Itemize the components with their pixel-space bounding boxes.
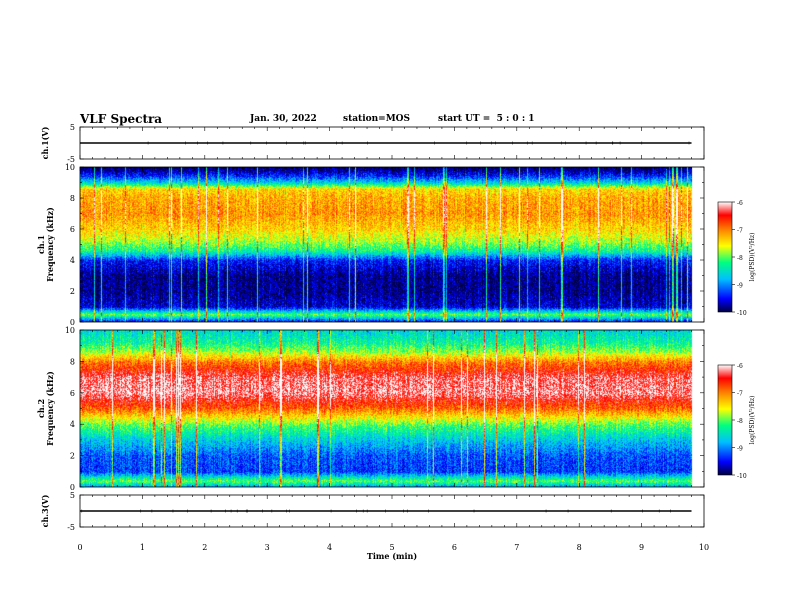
date-label: Jan. 30, 2022 bbox=[250, 114, 317, 124]
ch1-spectrogram-image bbox=[80, 167, 704, 322]
ch2-spectrogram-colorbar bbox=[717, 364, 733, 476]
x-tick-label: 2 bbox=[202, 543, 207, 552]
x-tick-label: 9 bbox=[639, 543, 644, 552]
ch1-spectrogram-y-label: ch.1 bbox=[36, 235, 46, 254]
ch2-spectrogram-y-tick: 10 bbox=[65, 326, 75, 335]
x-tick-label: 5 bbox=[389, 543, 394, 552]
ch1-spectrogram-y-tick: 0 bbox=[70, 318, 75, 327]
ch1-spectrogram-colorbar bbox=[717, 201, 733, 313]
ch1-spectrogram-y-tick: 6 bbox=[70, 225, 75, 234]
ch2-spectrogram-colorbar-tick: -7 bbox=[737, 391, 743, 398]
x-tick-label: 7 bbox=[514, 543, 519, 552]
ch3-waveform-y-label: ch.3(V) bbox=[40, 494, 50, 527]
x-tick-label: 6 bbox=[452, 543, 457, 552]
ch2-spectrogram-y-tick: 8 bbox=[70, 357, 75, 366]
ch1-spectrogram-y-label: Frequency (kHz) bbox=[45, 207, 55, 282]
ch1-spectrogram-y-tick: 8 bbox=[70, 194, 75, 203]
x-tick-label: 8 bbox=[577, 543, 582, 552]
ch2-spectrogram-colorbar-label: log(PSD)(V²/Hz) bbox=[749, 396, 756, 445]
ch1-spectrogram-colorbar-tick: -10 bbox=[737, 310, 747, 317]
ch1-waveform-y-tick: -5 bbox=[67, 155, 75, 164]
ch2-spectrogram-y-tick: 2 bbox=[70, 452, 75, 461]
ch1-spectrogram-colorbar-tick: -7 bbox=[737, 228, 743, 235]
x-tick-label: 10 bbox=[699, 543, 709, 552]
figure-title: VLF Spectra bbox=[80, 112, 163, 126]
x-tick-label: 0 bbox=[77, 543, 82, 552]
ch2-spectrogram-y-tick: 0 bbox=[70, 483, 75, 492]
ch3-waveform-y-tick: 5 bbox=[70, 491, 75, 500]
ch1-spectrogram-colorbar-tick: -9 bbox=[737, 283, 743, 290]
ch1-spectrogram-colorbar-tick: -8 bbox=[737, 255, 743, 262]
ch1-spectrogram-colorbar-tick: -6 bbox=[737, 200, 743, 207]
ch1-spectrogram-colorbar-label: log(PSD)(V²/Hz) bbox=[749, 233, 756, 282]
ch2-spectrogram-y-tick: 4 bbox=[70, 420, 75, 429]
station-label: station=MOS bbox=[343, 114, 411, 124]
ch2-spectrogram-y-tick: 6 bbox=[70, 389, 75, 398]
x-axis-label: Time (min) bbox=[367, 551, 417, 561]
start-time-label: start UT = 5 : 0 : 1 bbox=[438, 114, 535, 124]
ch2-spectrogram-colorbar-tick: -8 bbox=[737, 418, 743, 425]
ch3-waveform-y-tick: -5 bbox=[67, 523, 75, 532]
ch2-spectrogram-image bbox=[80, 330, 704, 487]
x-tick-label: 4 bbox=[327, 543, 332, 552]
ch1-spectrogram-y-tick: 4 bbox=[70, 256, 75, 265]
ch1-waveform-y-tick: 5 bbox=[70, 123, 75, 132]
ch2-spectrogram-colorbar-tick: -9 bbox=[737, 446, 743, 453]
x-tick-label: 1 bbox=[140, 543, 145, 552]
ch1-spectrogram-y-tick: 10 bbox=[65, 163, 75, 172]
ch2-spectrogram-colorbar-tick: -10 bbox=[737, 473, 747, 480]
ch1-spectrogram-y-tick: 2 bbox=[70, 287, 75, 296]
ch2-spectrogram-colorbar-tick: -6 bbox=[737, 363, 743, 370]
x-tick-label: 3 bbox=[265, 543, 270, 552]
ch2-spectrogram-y-label: ch.2 bbox=[36, 399, 46, 418]
ch1-waveform-y-label: ch.1(V) bbox=[40, 126, 50, 159]
ch2-spectrogram-y-label: Frequency (kHz) bbox=[45, 371, 55, 446]
